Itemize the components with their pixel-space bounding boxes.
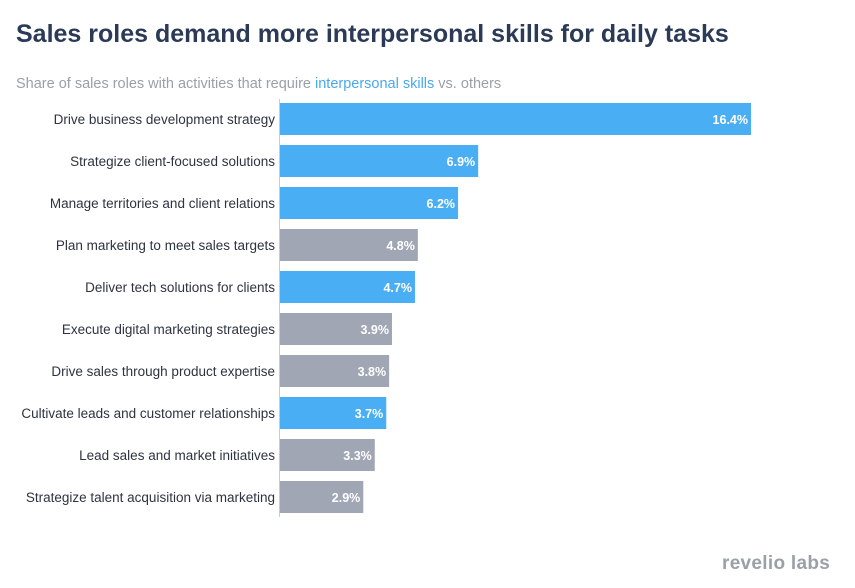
category-label: Deliver tech solutions for clients: [85, 280, 275, 295]
value-label: 2.9%: [332, 491, 361, 505]
bar-others: [280, 481, 364, 513]
category-label: Drive business development strategy: [54, 112, 276, 127]
bar-others: [280, 313, 393, 345]
value-label: 3.3%: [343, 449, 372, 463]
category-label: Manage territories and client relations: [50, 196, 275, 211]
bar-interpersonal: [280, 103, 751, 135]
bar-interpersonal: [280, 397, 387, 429]
subtitle-middle: vs.: [434, 76, 461, 92]
value-label: 3.7%: [355, 407, 384, 421]
bar-others: [280, 229, 418, 261]
bar-others: [280, 355, 390, 387]
brand-logo: revelio labs: [722, 553, 831, 574]
bar-chart: Drive business development strategy 16.4%…: [21, 99, 751, 517]
bar-interpersonal: [280, 271, 415, 303]
category-label: Plan marketing to meet sales targets: [56, 238, 275, 253]
value-label: 16.4%: [713, 113, 748, 127]
legend-others: others: [460, 76, 502, 92]
value-label: 6.2%: [427, 197, 456, 211]
category-label: Lead sales and market initiatives: [79, 448, 275, 463]
category-label: Strategize talent acquisition via market…: [26, 490, 275, 505]
legend-interpersonal: interpersonal skills: [315, 76, 435, 92]
chart-subtitle: Share of sales roles with activities tha…: [16, 76, 501, 92]
value-label: 4.8%: [386, 239, 415, 253]
chart-title: Sales roles demand more interpersonal sk…: [16, 20, 729, 48]
value-label: 6.9%: [447, 155, 476, 169]
category-label: Strategize client-focused solutions: [70, 154, 275, 169]
value-label: 3.8%: [358, 365, 387, 379]
bar-interpersonal: [280, 145, 479, 177]
bar-interpersonal: [280, 187, 459, 219]
category-label: Drive sales through product expertise: [51, 364, 275, 379]
subtitle-prefix: Share of sales roles with activities tha…: [16, 76, 315, 92]
value-label: 4.7%: [383, 281, 412, 295]
category-label: Cultivate leads and customer relationshi…: [21, 406, 275, 421]
category-label: Execute digital marketing strategies: [62, 322, 275, 337]
value-label: 3.9%: [361, 323, 390, 337]
bar-others: [280, 439, 375, 471]
